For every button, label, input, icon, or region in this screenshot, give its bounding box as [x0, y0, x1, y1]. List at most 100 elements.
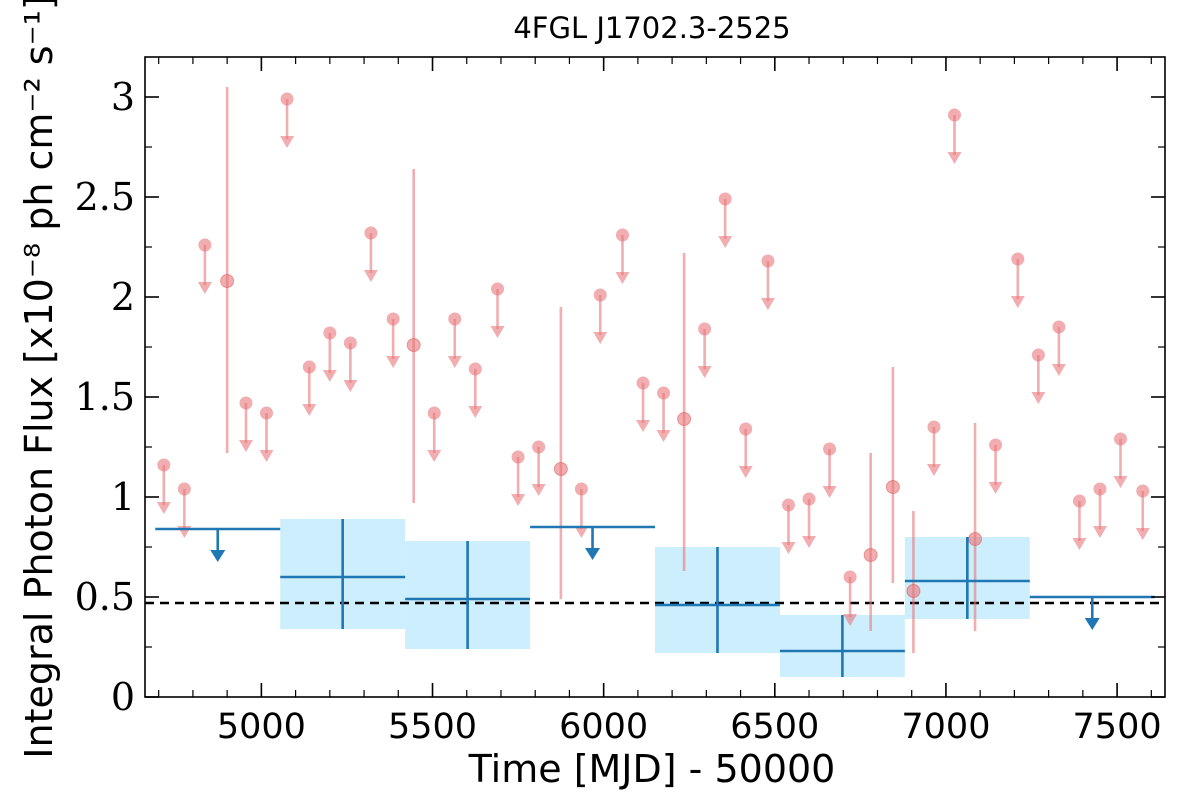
upper-limit-point — [657, 386, 671, 400]
upper-limit-point — [739, 422, 753, 436]
y-tick-label: 2.5 — [75, 175, 135, 219]
upper-limit-point — [947, 108, 961, 122]
data-point — [553, 462, 568, 476]
upper-limit-point — [823, 442, 837, 456]
upper-limit-arrow — [1092, 526, 1107, 538]
y-tick-label: 1.5 — [75, 375, 135, 419]
upper-limit-point — [260, 406, 274, 420]
y-tick-label: 3 — [111, 75, 135, 119]
data-point — [885, 480, 900, 494]
upper-limit-point — [781, 498, 795, 512]
coarse-binned-series — [155, 519, 1155, 677]
chart-title: 4FGL J1702.3-2525 — [513, 11, 790, 45]
upper-limit-arrow — [738, 466, 753, 478]
y-tick-label: 1 — [111, 475, 135, 519]
upper-limit-point — [574, 482, 588, 496]
upper-limit-point — [239, 396, 253, 410]
upper-limit-point — [1114, 432, 1128, 446]
upper-limit-point — [636, 376, 650, 390]
data-point — [968, 532, 983, 546]
upper-limit-arrow — [363, 270, 378, 282]
data-point — [220, 274, 235, 288]
upper-limit-arrow — [156, 502, 171, 514]
upper-limit-arrow — [593, 332, 608, 344]
upper-limit-arrow — [322, 370, 337, 382]
upper-limit-arrow — [343, 380, 358, 392]
upper-limit-point — [177, 482, 191, 496]
y-tick-label: 0.5 — [75, 575, 135, 619]
upper-limit-arrow — [302, 404, 317, 416]
upper-limit-arrow — [615, 272, 630, 284]
upper-limit-arrow — [1051, 364, 1066, 376]
upper-limit-point — [157, 458, 171, 472]
x-tick-label: 6000 — [559, 707, 648, 747]
upper-limit-arrow — [280, 136, 295, 148]
upper-limit-point — [364, 226, 378, 240]
upper-limit-arrow — [718, 236, 733, 248]
upper-limit-point — [343, 336, 357, 350]
upper-limit-arrow — [947, 152, 962, 164]
upper-limit-arrow — [427, 450, 442, 462]
x-tick-label: 5500 — [388, 707, 477, 747]
upper-limit-arrow — [574, 526, 589, 538]
upper-limit-point — [386, 312, 400, 326]
upper-limit-point — [491, 282, 505, 296]
upper-limit-arrow — [802, 536, 817, 548]
upper-limit-point — [593, 288, 607, 302]
upper-limit-point — [532, 440, 546, 454]
upper-limit-arrow — [511, 494, 526, 506]
upper-limit-arrow — [238, 440, 253, 452]
upper-limit-arrow — [210, 550, 226, 562]
data-point — [406, 338, 421, 352]
upper-limit-arrow — [259, 450, 274, 462]
upper-limit-arrow — [1135, 528, 1150, 540]
upper-limit-arrow — [197, 282, 212, 294]
x-tick-label: 5000 — [217, 707, 306, 747]
upper-limit-point — [927, 420, 941, 434]
upper-limit-arrow — [490, 326, 505, 338]
y-tick-label: 0 — [111, 675, 135, 719]
upper-limit-arrow — [822, 486, 837, 498]
upper-limit-arrow — [1031, 392, 1046, 404]
x-tick-label: 7000 — [901, 707, 990, 747]
upper-limit-point — [323, 326, 337, 340]
upper-limit-point — [302, 360, 316, 374]
upper-limit-point — [1136, 484, 1150, 498]
upper-limit-arrow — [760, 298, 775, 310]
upper-limit-arrow — [585, 548, 601, 560]
axis-ticks — [145, 57, 1165, 698]
upper-limit-arrow — [843, 614, 858, 626]
upper-limit-point — [989, 438, 1003, 452]
upper-limit-arrow — [988, 482, 1003, 494]
data-point — [863, 548, 878, 562]
upper-limit-point — [718, 192, 732, 206]
x-tick-label: 7500 — [1073, 707, 1162, 747]
coarse-bin-error-bands — [280, 519, 1030, 677]
upper-limit-arrow — [636, 420, 651, 432]
upper-limit-arrow — [468, 406, 483, 418]
x-axis-label: Time [MJD] - 50000 — [468, 747, 836, 791]
upper-limit-arrow — [656, 430, 671, 442]
upper-limit-point — [1072, 494, 1086, 508]
upper-limit-point — [280, 92, 294, 106]
x-tick-labels: 5000 5500 6000 6500 7000 7500 — [217, 707, 1162, 747]
upper-limit-point — [615, 228, 629, 242]
fine-binned-series — [156, 87, 1150, 653]
upper-limit-arrow — [386, 356, 401, 368]
upper-limit-arrow — [1072, 538, 1087, 550]
data-point — [906, 584, 921, 598]
upper-limit-arrow — [1010, 296, 1025, 308]
upper-limit-arrow — [447, 356, 462, 368]
upper-limit-point — [1093, 482, 1107, 496]
upper-limit-arrow — [1113, 476, 1128, 488]
y-tick-labels: 0 0.5 1 1.5 2 2.5 3 — [75, 75, 135, 719]
data-point — [677, 412, 692, 426]
upper-limit-point — [1011, 252, 1025, 266]
upper-limit-arrow — [697, 366, 712, 378]
upper-limit-point — [802, 492, 816, 506]
upper-limit-arrow — [781, 542, 796, 554]
y-tick-label: 2 — [111, 275, 135, 319]
upper-limit-point — [1052, 320, 1066, 334]
upper-limit-point — [448, 312, 462, 326]
